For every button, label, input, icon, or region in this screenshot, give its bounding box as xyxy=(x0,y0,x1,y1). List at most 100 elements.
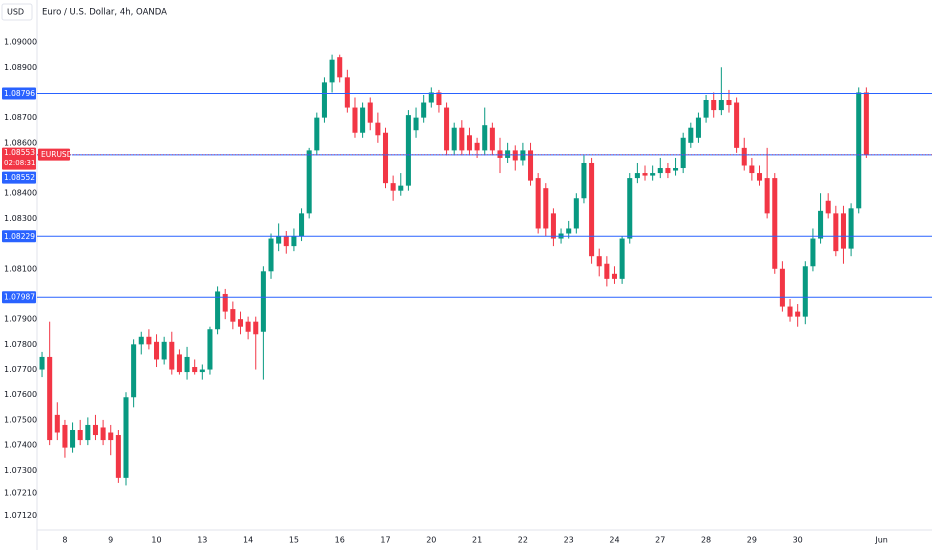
candle-body xyxy=(627,178,633,239)
candle-body xyxy=(772,178,778,269)
candle-body xyxy=(451,127,457,151)
candle-body xyxy=(314,117,320,151)
candle-body xyxy=(680,137,686,169)
candle-body xyxy=(413,117,419,131)
candle-body xyxy=(634,173,640,179)
candle-body xyxy=(703,100,709,118)
y-tick-label: 1.08900 xyxy=(4,63,37,72)
x-tick-label: 14 xyxy=(243,536,253,545)
last-price-bg xyxy=(2,147,36,170)
x-tick-label: 10 xyxy=(151,536,161,545)
candle-body xyxy=(146,336,152,345)
currency-box[interactable] xyxy=(1,3,33,21)
candle-body xyxy=(184,356,190,373)
candle-body xyxy=(428,92,434,103)
y-tick-label: 1.07700 xyxy=(4,365,37,374)
candle-body xyxy=(489,127,495,151)
candle-body xyxy=(779,268,785,307)
candle-body xyxy=(734,102,740,148)
candle-body xyxy=(405,115,411,186)
candle-body xyxy=(436,92,442,106)
candle-body xyxy=(62,424,68,448)
candle-body xyxy=(840,213,846,249)
candle-body xyxy=(245,321,251,332)
y-tick-label: 1.07300 xyxy=(4,466,37,475)
candle-body xyxy=(39,356,45,370)
candle-body xyxy=(337,57,343,78)
candle-body xyxy=(367,102,373,123)
candle-body xyxy=(77,429,83,441)
x-tick-label: 13 xyxy=(197,536,207,545)
candle-body xyxy=(268,238,274,272)
candle-body xyxy=(863,92,869,155)
candle-body xyxy=(382,132,389,184)
candle-body xyxy=(711,100,717,111)
x-tick-label: 8 xyxy=(62,536,67,545)
candle-body xyxy=(505,150,511,158)
candle-body xyxy=(291,236,297,247)
candle-body xyxy=(589,162,595,257)
candle-body xyxy=(329,59,335,83)
candle-body xyxy=(535,178,541,229)
candle-body xyxy=(230,309,236,322)
candle-body xyxy=(741,147,747,166)
candle-body xyxy=(237,319,244,327)
candle-body xyxy=(856,92,862,209)
candle-body xyxy=(619,238,625,279)
y-tick-label: 1.08400 xyxy=(4,189,37,198)
candle-body xyxy=(276,236,282,244)
candle-body xyxy=(398,185,404,191)
y-tick-label: 1.07210 xyxy=(4,488,37,497)
x-tick-label: 17 xyxy=(380,536,390,545)
candle-body xyxy=(520,150,526,161)
candle-body xyxy=(92,424,98,436)
y-tick-label: 1.07120 xyxy=(4,511,37,520)
candle-body xyxy=(642,173,648,176)
currency[interactable]: USD xyxy=(7,8,24,17)
candle-body xyxy=(176,354,182,373)
symbol-tag-bg xyxy=(38,148,70,161)
last-price-label: 1.08553 xyxy=(4,148,35,157)
x-tick-label: Jun xyxy=(874,536,888,545)
candle-body xyxy=(47,356,53,441)
x-tick-label: 29 xyxy=(747,536,757,545)
candle-body xyxy=(306,150,312,214)
candle-body xyxy=(550,213,556,239)
candle-body xyxy=(596,256,602,267)
candle-body xyxy=(283,236,289,247)
candle-body xyxy=(482,125,488,151)
x-tick-label: 27 xyxy=(655,536,665,545)
candle-body xyxy=(108,432,114,441)
candle-body xyxy=(848,208,854,249)
x-tick-label: 28 xyxy=(701,536,711,545)
candle-body xyxy=(528,150,534,181)
symbol-tag: EURUSD xyxy=(41,150,73,159)
candle-body xyxy=(253,321,259,335)
candle-body xyxy=(154,341,160,360)
candle-body xyxy=(169,341,175,370)
price-label-bg xyxy=(2,87,36,100)
candle-body xyxy=(833,213,839,252)
candle-body xyxy=(421,102,427,118)
candle-body xyxy=(825,200,831,214)
candle-body xyxy=(115,435,121,478)
candle-body xyxy=(375,122,381,136)
candle-body xyxy=(459,127,465,151)
candle-body xyxy=(299,213,305,237)
candle-body xyxy=(756,173,763,181)
candle-body xyxy=(390,183,396,191)
x-tick-label: 20 xyxy=(426,536,436,545)
countdown: 02:08:31 xyxy=(4,159,35,167)
candle-body xyxy=(131,344,137,398)
candle-body xyxy=(764,178,770,214)
candle-body xyxy=(222,293,228,312)
x-tick-label: 15 xyxy=(289,536,299,545)
candle-body xyxy=(85,424,91,441)
candle-body xyxy=(749,165,755,174)
candle-body xyxy=(100,427,106,441)
x-tick-label: 9 xyxy=(108,536,113,545)
candle-body xyxy=(543,188,549,229)
candle-body xyxy=(566,228,572,234)
